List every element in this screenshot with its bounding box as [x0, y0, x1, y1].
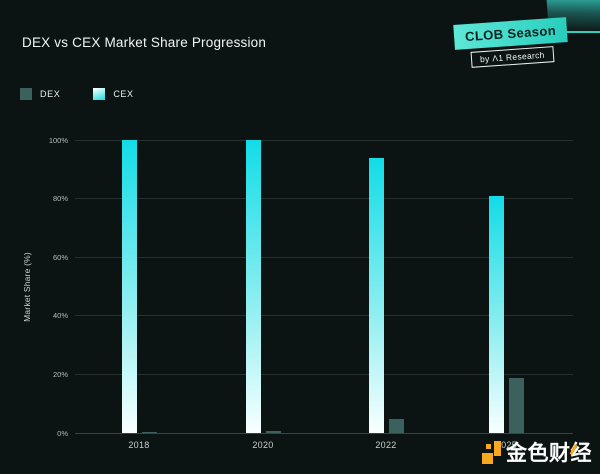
y-tick-100: 100% — [48, 135, 68, 145]
brand-badge-subtitle: by Λ1 Research — [470, 46, 555, 68]
legend-swatch-dex — [20, 88, 32, 100]
bar-cex-2022 — [368, 157, 384, 433]
bar-dex-2018 — [141, 432, 157, 433]
legend: DEX CEX — [20, 88, 134, 100]
legend-label-dex: DEX — [40, 89, 61, 99]
legend-swatch-cex — [93, 88, 106, 100]
watermark: 金色财经 — [482, 441, 592, 466]
x-tick-2018: 2018 — [128, 440, 150, 450]
gridline-80 — [75, 198, 573, 200]
bar-cex-2025 — [489, 195, 504, 433]
y-tick-40: 40% — [52, 311, 68, 321]
watermark-text: 金色财经 — [506, 442, 592, 465]
y-tick-0: 0% — [57, 428, 68, 438]
legend-label-cex: CEX — [113, 89, 134, 99]
y-axis-label: Market Share (%) — [22, 252, 32, 322]
gridline-60 — [75, 256, 573, 258]
y-tick-60: 60% — [52, 252, 68, 262]
badge-connector-line — [562, 31, 600, 33]
plot-area: 0% 20% 40% 60% 80% 100% 2018 2020 2022 2025 — [49, 136, 573, 450]
bar-cex-2020 — [245, 140, 261, 433]
jinse-logo-icon — [482, 441, 501, 464]
gridline-20 — [75, 373, 573, 375]
bar-dex-2022 — [388, 418, 404, 433]
y-tick-20: 20% — [52, 369, 68, 379]
gridline-100 — [75, 139, 573, 141]
bar-cex-2018 — [121, 140, 137, 433]
y-tick-80: 80% — [52, 194, 68, 204]
chart-title: DEX vs CEX Market Share Progression — [22, 35, 267, 50]
bar-dex-2020 — [265, 430, 281, 433]
gridline-40 — [75, 315, 573, 317]
x-tick-2025: 2025 — [495, 440, 518, 450]
bar-dex-2025 — [509, 378, 524, 433]
x-tick-2022: 2022 — [375, 440, 397, 450]
gridline-0 — [75, 432, 573, 434]
x-tick-2020: 2020 — [252, 440, 274, 450]
